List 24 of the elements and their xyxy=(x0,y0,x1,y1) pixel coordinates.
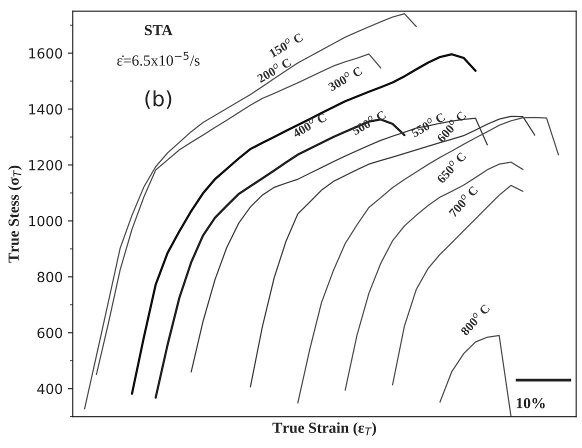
annotation: (b) xyxy=(145,90,172,109)
y-tick-label: 1200 xyxy=(29,160,62,170)
y-axis-title: True Stess (σ$_{T}$) xyxy=(8,166,22,263)
y-tick-label: 1400 xyxy=(29,104,62,115)
line-series xyxy=(392,184,524,386)
annotation: STA xyxy=(144,25,173,36)
text: 650$^{o}$ C xyxy=(436,151,466,184)
line-series xyxy=(439,334,512,417)
text: 500$^{o}$ C xyxy=(350,109,386,136)
annotation: 10% xyxy=(516,398,545,408)
text: 200$^{o}$ C xyxy=(256,56,292,84)
y-tick-label: 1000 xyxy=(29,216,62,226)
line-series xyxy=(344,162,524,391)
text: 700$^{o}$ C xyxy=(448,184,478,218)
x-axis-title: True Strain (ε$_{T}$) xyxy=(272,422,376,436)
y-tick-label: 400 xyxy=(37,384,62,394)
text: 400$^{o}$ C xyxy=(291,112,327,138)
text: 800$^{o}$ C xyxy=(459,303,490,336)
y-tick-label: 800 xyxy=(37,272,62,282)
y-tick-label: 600 xyxy=(37,328,62,338)
text: 150$^{o}$ C xyxy=(268,32,304,58)
y-tick-label: 1600 xyxy=(29,48,62,59)
annotation: ε̇=6.5x10$^{−5}$/s xyxy=(117,52,200,66)
text: 300$^{o}$ C xyxy=(327,65,363,92)
